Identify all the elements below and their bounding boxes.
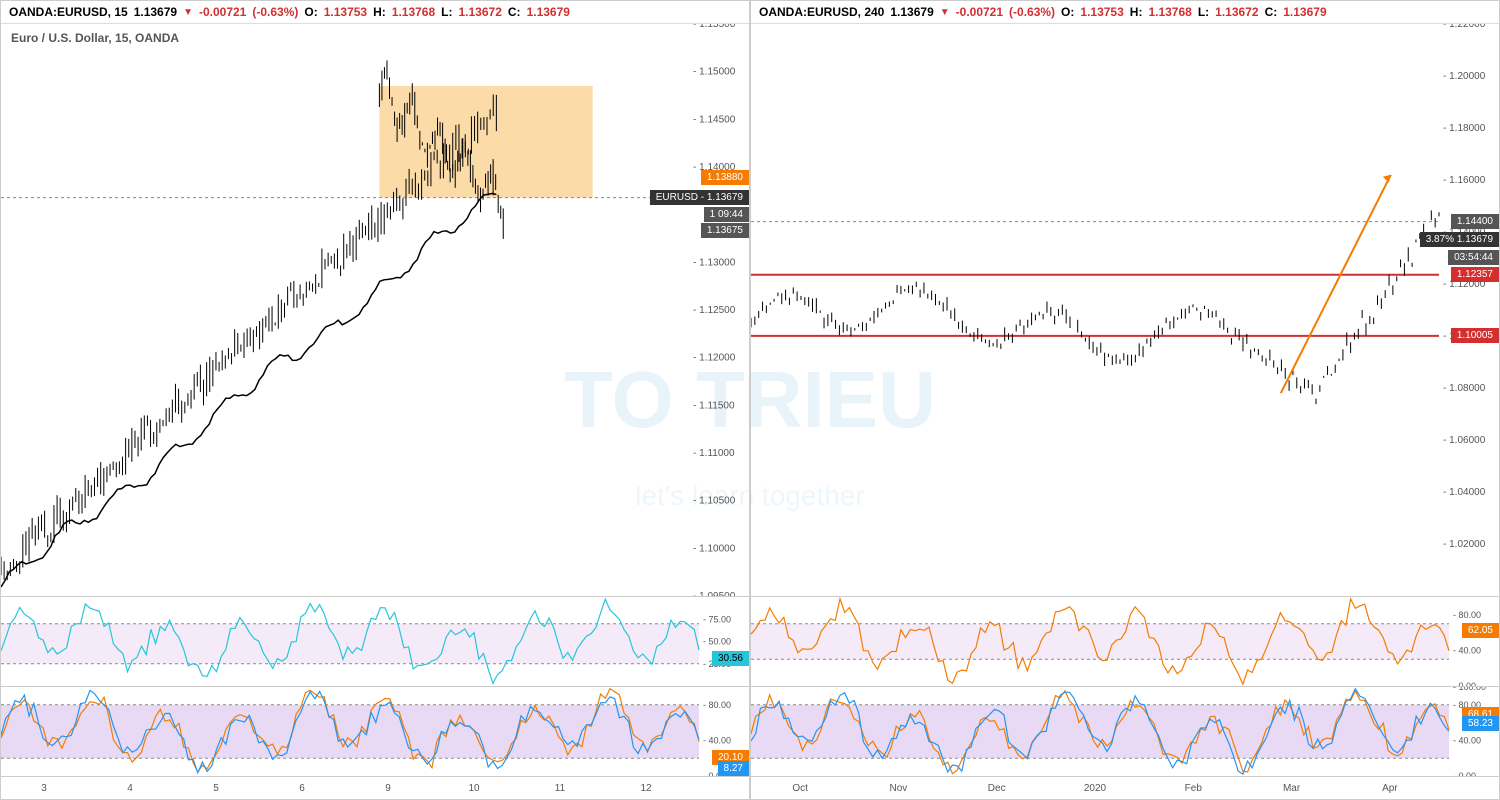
x-tick: Apr [1382,783,1398,794]
left-panel: OANDA:EURUSD, 15 1.13679 ▼ -0.00721 (-0.… [0,0,750,800]
price-tag: 1.14400 [1451,214,1499,229]
arrow-down-icon: ▼ [940,7,950,18]
o-value: 1.13753 [1080,5,1123,19]
svg-text:- 1.12500: - 1.12500 [693,305,736,316]
symbol-label: OANDA:EURUSD, 240 [759,5,884,19]
symbol-label: OANDA:EURUSD, 15 [9,5,128,19]
indicator-tag: 30.56 [712,651,749,666]
svg-text:- 1.02000: - 1.02000 [1443,539,1486,550]
svg-text:- 1.16000: - 1.16000 [1443,175,1486,186]
right-main-chart[interactable]: - 1.02000 - 1.04000 - 1.06000 - 1.08000 - 1.… [751,24,1499,597]
svg-text:- 75.00: - 75.00 [703,614,731,624]
price-tag: 1.13675 [701,223,749,238]
l-value: 1.13672 [459,5,502,19]
o-label: O: [1061,5,1074,19]
x-tick: 11 [555,783,565,794]
left-stoch-chart[interactable]: - 0.00- 40.00- 80.0020.108.27 [1,687,749,777]
x-tick: 3 [41,783,47,794]
change-value: -0.00721 [199,5,246,19]
l-label: L: [1198,5,1209,19]
x-tick: Nov [890,783,908,794]
x-tick: 10 [468,783,479,794]
indicator-tag: 58.23 [1462,716,1499,731]
svg-text:- 50.00: - 50.00 [703,637,731,647]
price-tag: 3.87% 1.13679 [1420,232,1499,247]
x-tick: Feb [1185,783,1202,794]
svg-text:- 80.00: - 80.00 [1453,610,1481,620]
svg-text:- 1.12000: - 1.12000 [693,353,736,364]
svg-text:- 1.15000: - 1.15000 [693,67,736,78]
indicator-tag: 62.05 [1462,623,1499,638]
right-rsi-chart[interactable]: - 0.00 - 40.00 - 80.00 62.05 [751,597,1499,687]
hline-tag: 1.12357 [1451,267,1499,282]
price-tag: 1.13880 [701,170,749,185]
left-main-chart[interactable]: - 1.09500 - 1.10000 - 1.10500 - 1.11000 - 1.… [1,24,749,597]
c-label: C: [508,5,521,19]
change-value: -0.00721 [956,5,1003,19]
svg-text:- 40.00: - 40.00 [703,735,731,745]
x-tick: 9 [385,783,391,794]
svg-text:- 1.18000: - 1.18000 [1443,123,1486,134]
change-pct: (-0.63%) [252,5,298,19]
svg-text:- 0.00: - 0.00 [1453,771,1476,776]
svg-text:- 1.13000: - 1.13000 [693,257,736,268]
hline-tag: 1.10005 [1451,328,1499,343]
left-rsi-chart[interactable]: - 25.00- 50.00- 75.0030.56 [1,597,749,687]
svg-text:- 1.11500: - 1.11500 [693,400,735,411]
x-tick: Mar [1283,783,1300,794]
x-tick: Dec [988,783,1006,794]
svg-text:- 1.09500: - 1.09500 [693,591,736,596]
x-tick: 6 [299,783,305,794]
c-value: 1.13679 [1283,5,1326,19]
c-label: C: [1265,5,1278,19]
svg-text:- 1.10000: - 1.10000 [693,543,736,554]
h-label: H: [1130,5,1143,19]
change-pct: (-0.63%) [1009,5,1055,19]
right-header: OANDA:EURUSD, 240 1.13679 ▼ -0.00721 (-0… [751,1,1499,24]
x-tick: 2020 [1084,783,1106,794]
price-value: 1.13679 [134,5,177,19]
h-value: 1.13768 [1148,5,1191,19]
left-x-axis: 3 4 5 6 9 10 11 12 [1,777,749,799]
price-tag: 03:54:44 [1448,250,1499,265]
svg-text:- 1.22000: - 1.22000 [1443,24,1486,30]
dual-chart-container: OANDA:EURUSD, 15 1.13679 ▼ -0.00721 (-0.… [0,0,1500,800]
c-value: 1.13679 [527,5,570,19]
o-value: 1.13753 [324,5,367,19]
right-stoch-chart[interactable]: - 0.00- 40.00- 80.00- 100.0068.6158.23 [751,687,1499,777]
svg-text:- 1.04000: - 1.04000 [1443,487,1486,498]
svg-text:- 0.00: - 0.00 [1453,681,1476,686]
price-tag: 1 09:44 [704,207,749,222]
svg-text:- 1.06000: - 1.06000 [1443,435,1486,446]
price-value: 1.13679 [890,5,933,19]
svg-text:- 40.00: - 40.00 [1453,645,1481,655]
svg-text:- 40.00: - 40.00 [1453,735,1481,745]
arrow-down-icon: ▼ [183,7,193,18]
x-tick: 4 [127,783,133,794]
svg-text:- 100.00: - 100.00 [1453,687,1486,692]
svg-text:- 1.15500: - 1.15500 [693,24,736,30]
svg-text:- 1.10500: - 1.10500 [693,496,736,507]
price-tag: EURUSD - 1.13679 [650,190,749,205]
h-value: 1.13768 [392,5,435,19]
svg-text:- 1.11000: - 1.11000 [693,448,735,459]
svg-text:- 1.14500: - 1.14500 [693,114,736,125]
svg-text:- 80.00: - 80.00 [703,700,731,710]
svg-text:- 1.08000: - 1.08000 [1443,383,1486,394]
x-tick: 5 [213,783,219,794]
h-label: H: [373,5,386,19]
indicator-tag: 8.27 [718,761,749,776]
l-label: L: [441,5,452,19]
right-x-axis: Oct Nov Dec 2020 Feb Mar Apr [751,777,1499,799]
left-header: OANDA:EURUSD, 15 1.13679 ▼ -0.00721 (-0.… [1,1,749,24]
l-value: 1.13672 [1215,5,1258,19]
x-tick: 12 [640,783,651,794]
right-panel: OANDA:EURUSD, 240 1.13679 ▼ -0.00721 (-0… [750,0,1500,800]
o-label: O: [304,5,317,19]
svg-text:- 1.20000: - 1.20000 [1443,71,1486,82]
x-tick: Oct [792,783,808,794]
